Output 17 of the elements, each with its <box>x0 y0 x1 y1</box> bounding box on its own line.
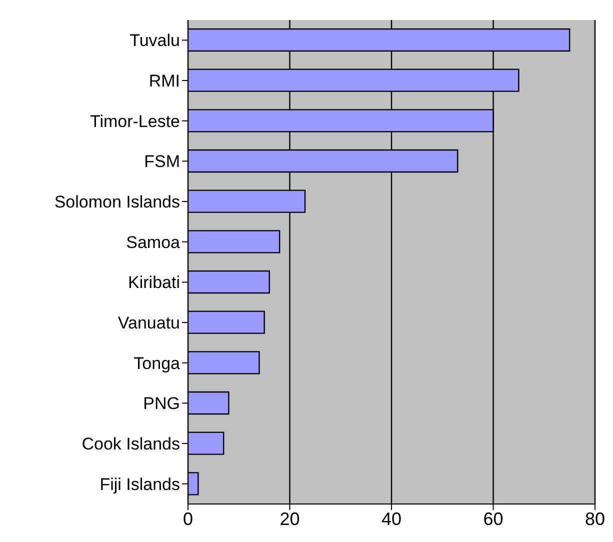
y-tick-label: RMI <box>148 72 180 91</box>
y-tick-label: Vanuatu <box>118 314 180 333</box>
x-tick-label: 20 <box>280 508 300 529</box>
y-tick-label: Tonga <box>134 354 181 373</box>
x-tick-label: 0 <box>182 508 194 529</box>
y-tick-label: PNG <box>143 394 180 414</box>
x-tick-label: 80 <box>584 508 606 529</box>
y-tick-label: Samoa <box>126 232 181 252</box>
y-tick-label: Timor-Leste <box>90 112 180 131</box>
y-tick-label: FSM <box>144 152 180 172</box>
x-tick-label: 60 <box>483 508 504 529</box>
y-tick-label: Tuvalu <box>130 31 180 50</box>
y-tick-label: Solomon Islands <box>54 192 180 212</box>
y-tick-label: Kiribati <box>128 273 180 292</box>
x-tick-label: 40 <box>381 508 402 529</box>
y-tick-label: Cook Islands <box>82 434 180 454</box>
y-tick-label: Fiji Islands <box>100 474 180 494</box>
